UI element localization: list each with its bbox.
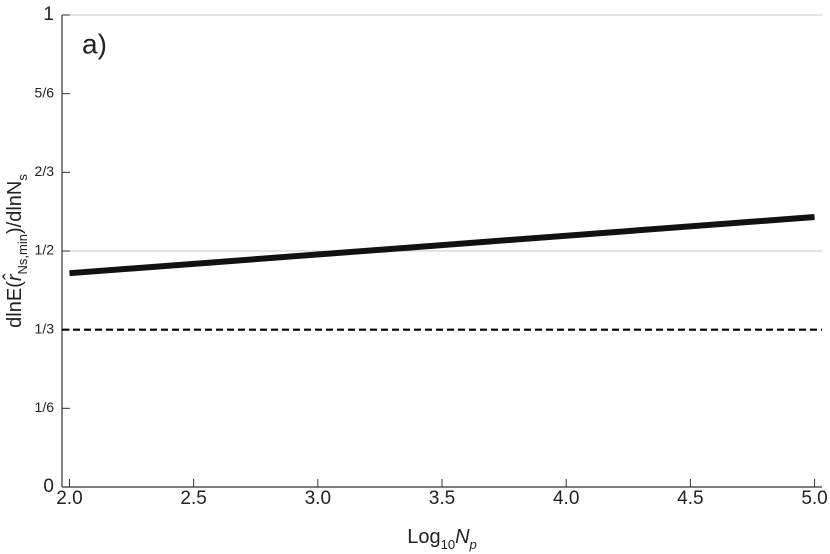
data-line — [69, 214, 815, 277]
y-tick-label: 1/2 — [35, 242, 55, 258]
x-axis-label-part: N — [455, 526, 470, 548]
y-axis-label-part: r̂ — [3, 273, 27, 281]
y-tick-label: 1/3 — [35, 320, 55, 336]
y-axis-label-part: )/dlnN — [4, 181, 26, 234]
y-tick-label: 1/6 — [35, 399, 55, 415]
x-tick-label: 2.5 — [180, 488, 206, 509]
annotation: a) — [82, 28, 107, 59]
x-tick-label: 4.5 — [677, 488, 703, 509]
y-axis-label: dlnE(r̂Ns,min)/dlnNs — [3, 174, 30, 328]
x-tick-label: 2.0 — [56, 488, 82, 509]
y-tick-label: 1 — [43, 4, 54, 25]
x-tick-label: 5.0 — [801, 488, 827, 509]
y-axis-label-part: s — [15, 174, 30, 181]
y-axis-label-part: dlnE( — [4, 281, 26, 328]
y-tick-label: 0 — [43, 476, 54, 497]
x-tick-label: 4.0 — [553, 488, 579, 509]
y-tick-label: 2/3 — [35, 163, 55, 179]
x-axis-label-part: Log — [407, 526, 440, 548]
x-tick-label: 3.5 — [429, 488, 455, 509]
y-tick-label: 5/6 — [35, 84, 55, 100]
y-axis-label-part: Ns,min — [15, 234, 30, 274]
x-tick-label: 3.0 — [305, 488, 331, 509]
x-axis-label-part: 10 — [441, 537, 455, 552]
x-axis-label: Log10Np — [407, 526, 477, 552]
x-axis-label-part: p — [469, 537, 477, 552]
